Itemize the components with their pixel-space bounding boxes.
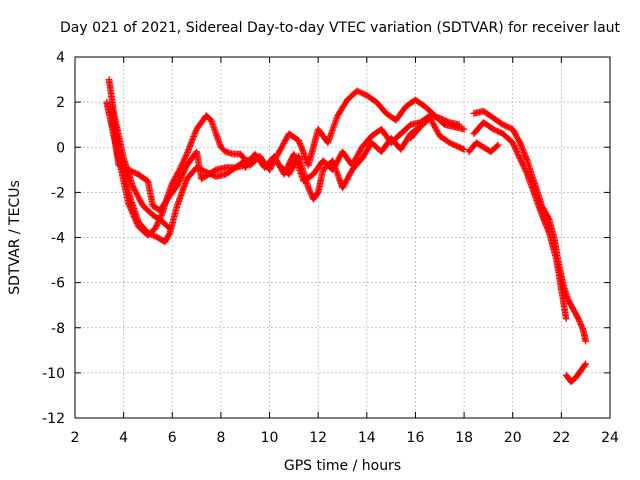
y-tick-label: -2 — [51, 185, 65, 201]
y-tick-label: -6 — [51, 276, 65, 292]
y-axis-label: SDTVAR / TECUs — [7, 180, 23, 295]
x-tick-label: 2 — [71, 430, 80, 446]
series-track-h — [407, 114, 468, 153]
data-point — [514, 150, 522, 158]
data-point — [522, 166, 529, 174]
data-point — [305, 185, 313, 193]
data-point — [520, 163, 528, 171]
data-point — [510, 140, 517, 148]
x-tick-label: 6 — [168, 430, 177, 446]
data-point — [494, 141, 502, 149]
data-point — [153, 220, 161, 228]
data-point — [512, 146, 520, 154]
data-point — [460, 146, 468, 153]
y-tick-label: -10 — [42, 366, 65, 382]
data-point — [582, 337, 589, 345]
data-point — [522, 168, 530, 175]
x-tick-label: 4 — [119, 430, 128, 446]
data-point — [521, 165, 528, 172]
x-tick-label: 24 — [601, 430, 619, 446]
data-point — [520, 162, 527, 170]
data-point — [575, 316, 583, 324]
data-point — [562, 315, 570, 323]
data-point — [307, 190, 315, 197]
data-point — [576, 318, 583, 325]
data-point — [180, 156, 188, 164]
x-tick-label: 14 — [358, 430, 376, 446]
data-point — [182, 153, 189, 161]
series-track-l — [562, 360, 589, 386]
data-point — [510, 142, 518, 149]
data-point — [455, 121, 463, 128]
data-point — [306, 188, 314, 196]
series-track-k — [465, 139, 502, 156]
x-tick-label: 22 — [552, 430, 570, 446]
data-point — [523, 169, 530, 177]
data-point — [515, 152, 522, 159]
data-point — [575, 315, 582, 323]
data-point — [517, 156, 524, 164]
x-tick-label: 18 — [455, 430, 473, 446]
data-point — [181, 155, 189, 162]
y-tick-label: -4 — [51, 231, 65, 247]
data-point — [305, 184, 312, 192]
data-point — [152, 223, 160, 231]
data-point — [182, 152, 190, 159]
data-point — [180, 157, 187, 165]
y-tick-label: 0 — [56, 140, 65, 156]
data-point — [518, 159, 526, 167]
series-track-g — [275, 123, 424, 203]
data-point — [158, 210, 166, 218]
x-tick-label: 12 — [309, 430, 327, 446]
y-tick-label: 2 — [56, 95, 65, 111]
grid-lines — [75, 57, 610, 418]
data-points — [103, 76, 589, 386]
series-track-j — [470, 119, 570, 323]
data-point — [306, 187, 313, 194]
y-tick-label: 4 — [56, 50, 65, 66]
data-point — [516, 153, 523, 161]
data-point — [582, 360, 589, 368]
x-tick-label: 20 — [504, 430, 522, 446]
data-point — [579, 325, 586, 332]
data-point — [512, 145, 519, 152]
data-point — [511, 143, 519, 151]
data-point — [576, 319, 584, 327]
y-tick-label: -8 — [51, 321, 65, 337]
x-tick-label: 8 — [216, 430, 225, 446]
x-tick-label: 16 — [407, 430, 425, 446]
data-point — [514, 149, 521, 157]
data-point — [509, 139, 517, 147]
chart-title: Day 021 of 2021, Sidereal Day-to-day VTE… — [60, 20, 621, 36]
data-point — [153, 222, 160, 229]
data-point — [151, 225, 159, 232]
x-tick-label: 10 — [261, 430, 279, 446]
series-track-d — [108, 116, 249, 214]
x-axis-label: GPS time / hours — [284, 458, 401, 474]
data-point — [513, 148, 521, 155]
data-point — [577, 321, 585, 328]
data-point — [516, 155, 524, 162]
data-point — [578, 322, 585, 330]
data-point — [178, 160, 186, 168]
data-point — [460, 125, 468, 133]
data-point — [179, 159, 187, 166]
data-point — [578, 323, 586, 331]
data-point — [518, 158, 525, 165]
y-tick-label: -12 — [42, 411, 65, 427]
data-point — [519, 160, 526, 168]
data-point — [581, 361, 589, 369]
data-point — [493, 142, 501, 150]
